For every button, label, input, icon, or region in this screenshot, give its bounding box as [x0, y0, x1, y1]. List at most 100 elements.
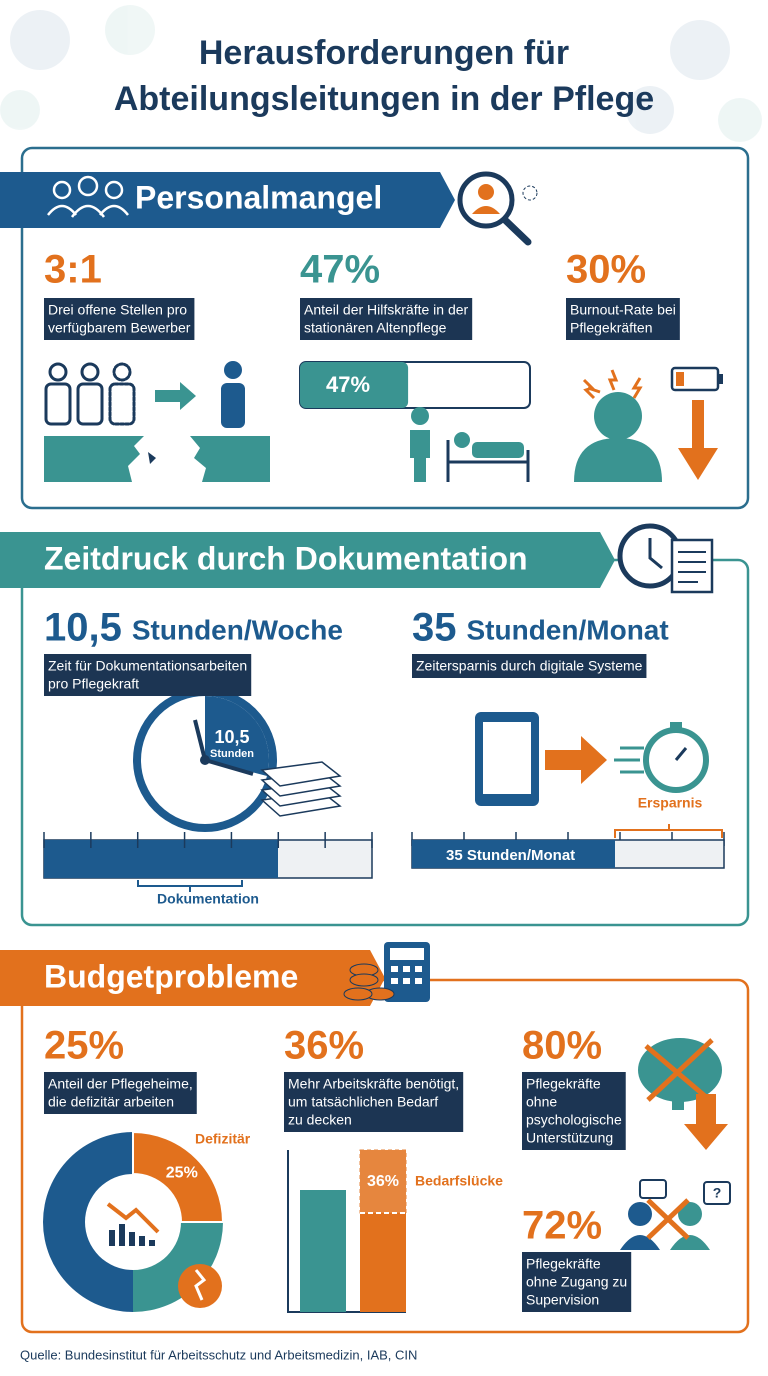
decline-icon — [99, 1188, 222, 1308]
label-line: verfügbarem Bewerber — [48, 320, 191, 336]
icon-part — [472, 442, 524, 458]
icon-part — [718, 98, 762, 142]
section-band — [0, 532, 615, 588]
icon-part — [545, 736, 607, 784]
icon-part — [646, 1198, 690, 1240]
icon-part — [108, 382, 136, 426]
brain-icon — [638, 1038, 728, 1150]
icon-part — [108, 362, 136, 426]
icon-part — [574, 438, 662, 482]
label-box — [44, 654, 252, 696]
stat-value: 10,5 — [44, 606, 122, 650]
icon-part — [48, 362, 68, 382]
icon-part — [670, 538, 714, 594]
icon-part — [639, 1179, 667, 1199]
label-box — [522, 1072, 626, 1150]
label-line: Anteil der Pflegeheime, — [48, 1076, 193, 1092]
label-line: um tatsächlichen Bedarf — [288, 1094, 438, 1110]
label-line: Mehr Arbeitskräfte benötigt, — [288, 1076, 459, 1092]
icon-part — [415, 966, 422, 972]
icon-part — [648, 538, 663, 570]
section-band — [0, 950, 385, 1006]
section-frame — [20, 146, 750, 510]
clock-unit: Stunden — [210, 748, 254, 760]
icon-part — [483, 722, 531, 794]
label-line: Unterstützung — [526, 1130, 613, 1146]
stat-label: Zeitersparnis durch digitale Systeme — [412, 654, 647, 678]
label-line: ohne — [526, 1094, 557, 1110]
icon-part — [349, 973, 379, 987]
donut-name: Defizitär — [195, 1131, 251, 1147]
time-bar — [412, 840, 615, 868]
icon-part: 47% — [300, 362, 409, 408]
label-line: Anteil der Hilfskräfte in der — [304, 302, 469, 318]
section-title: Budgetprobleme — [44, 958, 298, 994]
icon-part — [670, 722, 682, 730]
donut-segment — [132, 1130, 225, 1223]
label-line: Supervision — [526, 1292, 599, 1308]
supervision-icon: ? — [620, 1179, 731, 1250]
icon-part — [678, 1202, 702, 1226]
stat-label: Pflegekräfte ohne Zugang zu Supervision — [522, 1252, 632, 1312]
label-line: Zeit für Dokumentationsarbeiten — [48, 658, 247, 674]
icon-part — [112, 362, 132, 382]
icon-part — [670, 1235, 710, 1250]
stat-value: 3:1 — [44, 248, 102, 292]
icon-part — [678, 551, 706, 583]
icon-part — [148, 452, 156, 464]
icon-part — [390, 948, 424, 960]
clock-doc-icon — [617, 523, 714, 594]
label-line: pro Pflegekraft — [48, 676, 139, 692]
section-title: Personalmangel — [135, 179, 382, 215]
icon-part — [300, 1190, 346, 1312]
icon-part — [0, 90, 40, 130]
title-line: Abteilungsleitungen in der Pflege — [114, 80, 654, 118]
icon-part — [674, 747, 688, 761]
label-line: zu decken — [288, 1112, 352, 1128]
icon-part — [522, 185, 538, 201]
label-box — [522, 1252, 632, 1312]
icon-part — [446, 440, 530, 482]
icon-part — [99, 1188, 167, 1256]
stat-value: 36% — [284, 1024, 364, 1068]
icon-part — [106, 1202, 160, 1234]
section-title: Zeitdruck durch Dokumentation — [44, 540, 528, 576]
time-bar — [44, 840, 278, 878]
donut-label: 25% — [166, 1164, 198, 1181]
background-pattern — [0, 5, 762, 142]
bar-label: 47% — [326, 372, 370, 397]
stat-label: Burnout-Rate bei Pflegekräften — [566, 298, 680, 340]
icon-part — [52, 180, 72, 200]
icon-part — [594, 392, 642, 440]
label-box — [284, 1072, 464, 1132]
icon-part — [626, 86, 674, 134]
paper-stack — [260, 761, 342, 817]
icon-part — [104, 180, 124, 200]
donut: 25% — [43, 1130, 225, 1312]
stat-unit: Stunden/Woche — [132, 614, 343, 645]
icon-part — [260, 761, 342, 787]
stat-value: 72% — [522, 1204, 602, 1248]
stat-value: 47% — [300, 248, 380, 292]
label-line: ohne Zugang zu — [526, 1274, 627, 1290]
stat-value: 35 — [412, 606, 457, 650]
icon-part — [178, 1264, 222, 1308]
icon-part — [194, 1269, 207, 1301]
icon-part — [410, 430, 430, 482]
icon-part — [672, 1098, 684, 1110]
label-line: psychologische — [526, 1112, 622, 1128]
icon-part — [670, 20, 730, 80]
progress-bar — [300, 362, 409, 408]
icon-part — [478, 184, 494, 200]
icon-part — [359, 1149, 407, 1214]
label-line: die defizitär arbeiten — [48, 1094, 174, 1110]
icon-part — [224, 361, 242, 379]
icon-part — [391, 966, 422, 984]
stat-label: Mehr Arbeitskräfte benötigt, um tatsächli… — [284, 1072, 464, 1132]
icon-part — [415, 978, 422, 984]
label-line: Zeitersparnis durch digitale Systeme — [416, 658, 643, 674]
calculator-icon — [343, 942, 430, 1002]
label-box — [412, 654, 647, 678]
icon-part — [501, 216, 532, 246]
